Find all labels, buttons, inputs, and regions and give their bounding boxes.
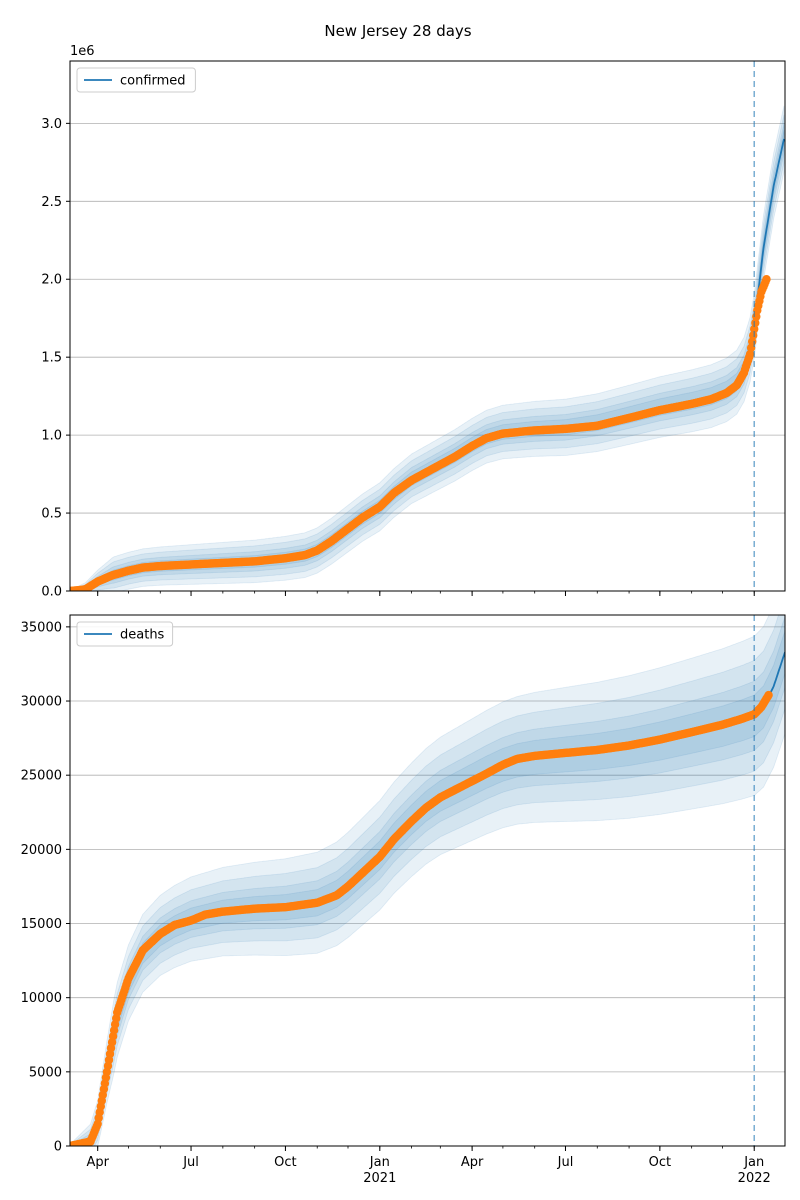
plot-area — [70, 615, 785, 1146]
y-tick-label: 25000 — [21, 769, 62, 784]
uncertainty-band-4 — [70, 630, 785, 1146]
observed-point — [762, 275, 771, 284]
y-tick-label: 5000 — [29, 1065, 62, 1080]
uncertainty-band-3 — [70, 123, 785, 591]
y-offset-label: 1e6 — [70, 44, 95, 59]
uncertainty-band-1 — [70, 105, 785, 591]
axes-frame — [69, 614, 786, 1147]
observed-points — [70, 275, 771, 591]
legend-box — [76, 621, 174, 647]
observed-point — [749, 331, 758, 340]
x-tick-year-label: 2022 — [738, 1171, 771, 1186]
x-tick-label: Oct — [649, 1155, 671, 1170]
y-tick-label: 15000 — [21, 917, 62, 932]
y-tick-label: 2.5 — [41, 195, 62, 210]
legend: confirmed — [76, 67, 196, 93]
x-tick-label: Jul — [182, 1155, 199, 1170]
legend-box — [76, 67, 196, 93]
y-tick-label: 0.5 — [41, 507, 62, 522]
observed-point — [750, 324, 759, 334]
x-tick-label: Jan — [743, 1155, 764, 1170]
x-tick-label: Jan — [369, 1155, 390, 1170]
uncertainty-band-1 — [70, 615, 785, 1146]
confirmed-chart: 0.0 0.5 1.0 1.5 2.0 2.5 3.0 1e6 confirmed — [41, 44, 786, 600]
deaths-chart: 0 5000 10000 15000 20000 25000 30000 35000 Apr Ju… — [21, 614, 786, 1186]
uncertainty-band-2 — [70, 114, 785, 591]
model-line-confirmed — [70, 138, 785, 591]
y-tick-label: 10000 — [21, 991, 62, 1006]
y-tick-label: 20000 — [21, 843, 62, 858]
y-tick-label: 35000 — [21, 620, 62, 635]
axes-frame — [69, 60, 786, 592]
observed-points — [70, 690, 773, 1146]
observed-point — [745, 349, 755, 359]
observed-point — [764, 690, 773, 700]
uncertainty-band-4 — [70, 129, 785, 591]
x-tick-label: Apr — [461, 1155, 484, 1170]
y-tick-label: 0.0 — [41, 585, 62, 600]
y-tick-label: 3.0 — [41, 117, 62, 132]
x-tick-label: Oct — [274, 1155, 296, 1170]
y-tick-label: 1.0 — [41, 429, 62, 444]
legend: deaths — [76, 621, 174, 647]
y-tick-label: 30000 — [21, 695, 62, 710]
x-tick-label: Jul — [557, 1155, 574, 1170]
legend-label: deaths — [120, 628, 165, 643]
x-tick-label: Apr — [86, 1155, 109, 1170]
observed-point — [751, 318, 760, 328]
observed-point — [746, 343, 756, 352]
y-tick-label: 0 — [54, 1140, 62, 1155]
legend-label: confirmed — [120, 74, 186, 89]
figure-title: New Jersey 28 days — [324, 22, 471, 40]
plot-area — [70, 105, 785, 591]
x-tick-year-label: 2021 — [363, 1171, 396, 1186]
y-tick-label: 2.0 — [41, 273, 62, 288]
y-tick-label: 1.5 — [41, 351, 62, 366]
